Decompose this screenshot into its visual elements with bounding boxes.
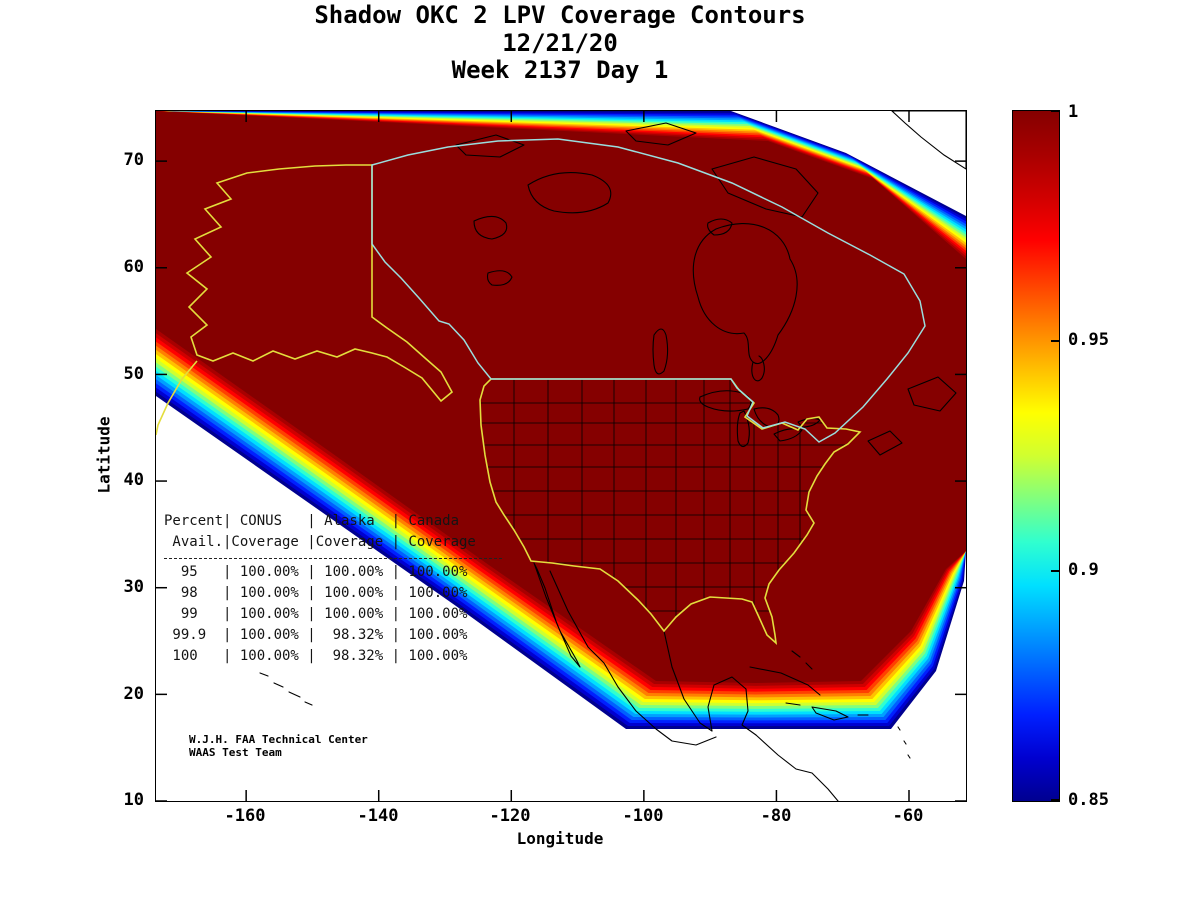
colorbar-tick [1051, 799, 1059, 801]
newfoundland-island [907, 376, 957, 412]
attribution: W.J.H. FAA Technical Center WAAS Test Te… [189, 733, 368, 759]
coverage-table-row: 95 | 100.00% | 100.00% | 100.00% [164, 564, 468, 580]
great-slave-lake [486, 270, 513, 286]
mexico-west-coastline [549, 570, 717, 746]
central-america-coastline [755, 734, 839, 801]
attribution-line: WAAS Test Team [189, 746, 282, 759]
y-tick-label: 20 [123, 683, 144, 704]
hispaniola-coastline [811, 706, 849, 721]
colorbar-tick [1051, 110, 1059, 112]
coverage-table-row: 99 | 100.00% | 100.00% | 100.00% [164, 606, 468, 622]
colorbar-tick [1051, 570, 1059, 572]
x-tick-label: -60 [892, 806, 924, 826]
lake-michigan [736, 410, 750, 448]
alaska-outline [185, 164, 454, 403]
aleutians-outline [156, 360, 198, 436]
y-tick-label: 50 [123, 363, 144, 384]
x-tick-label: -100 [622, 806, 664, 826]
chart-subtitle-date: 12/21/20 [502, 29, 618, 57]
coverage-table-row: 99.9 | 100.00% | 98.32% | 100.00% [164, 627, 468, 643]
colorbar-tick-label: 0.85 [1068, 790, 1109, 810]
nova-scotia [867, 430, 903, 456]
coverage-table-divider [164, 558, 502, 559]
arctic-island [625, 122, 697, 146]
x-tick-label: -120 [489, 806, 531, 826]
lake-winnipeg [652, 328, 669, 375]
colorbar-tick [1051, 340, 1059, 342]
lake-huron [753, 407, 780, 428]
canada-outline [371, 138, 926, 443]
x-tick-label: -140 [357, 806, 399, 826]
y-tick-label: 10 [123, 790, 144, 810]
jamaica [785, 702, 801, 706]
coverage-contour-bands [156, 111, 966, 729]
conus-outline [479, 378, 862, 646]
y-tick-label: 60 [123, 256, 144, 277]
x-axis-label: Longitude [516, 829, 604, 848]
yucatan-coastline [707, 676, 757, 736]
coverage-table-row: 100 | 100.00% | 98.32% | 100.00% [164, 648, 468, 664]
mexico-east-coastline [663, 630, 713, 732]
bahamas [791, 650, 813, 670]
great-bear-lake [473, 215, 508, 240]
chart-subtitle-week: Week 2137 Day 1 [451, 56, 669, 84]
x-tick-label: -160 [224, 806, 266, 826]
map-plot-area: Percent| CONUS | Alaska | Canada Avail.|… [155, 110, 967, 802]
colorbar-tick-label: 0.9 [1068, 560, 1099, 580]
coverage-table-header: Percent| CONUS | Alaska | Canada [164, 513, 460, 529]
lesser-antilles [897, 726, 911, 759]
coverage-table: Percent| CONUS | Alaska | Canada Avail.|… [164, 511, 502, 667]
y-tick-label: 30 [123, 576, 144, 597]
cuba-coastline [749, 666, 821, 696]
x-tick-label: -80 [760, 806, 792, 826]
colorbar-tick-label: 1 [1068, 102, 1079, 122]
geography-coastlines [259, 122, 957, 801]
baja-california-coastline [533, 562, 581, 668]
coverage-table-row: 98 | 100.00% | 100.00% | 100.00% [164, 585, 468, 601]
colorbar [1012, 110, 1060, 802]
colorbar-tick-label: 0.95 [1068, 330, 1109, 350]
victoria-island [527, 172, 612, 214]
greenland-landmass [891, 111, 966, 170]
arctic-island [455, 134, 525, 158]
southampton-island [707, 218, 733, 236]
chart-title: Shadow OKC 2 LPV Coverage Contours [314, 1, 806, 29]
attribution-line: W.J.H. FAA Technical Center [189, 733, 368, 746]
hawaii-islands [259, 672, 313, 706]
james-bay-coastline [751, 355, 765, 382]
coverage-table-header: Avail.|Coverage |Coverage | Coverage [164, 534, 476, 550]
y-tick-label: 40 [123, 470, 144, 491]
y-tick-label: 70 [123, 150, 144, 170]
lake-erie [773, 428, 803, 442]
axis-tick-marks [156, 111, 966, 801]
coverage-map [156, 111, 966, 801]
baffin-island [711, 156, 819, 218]
